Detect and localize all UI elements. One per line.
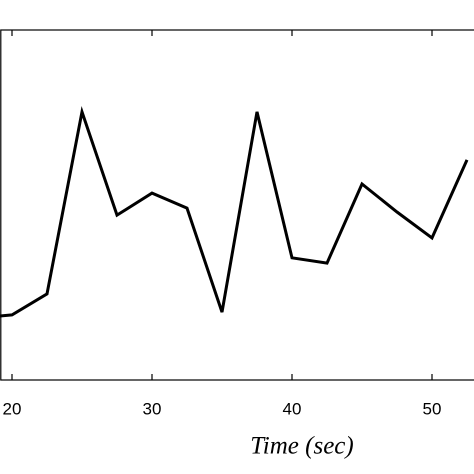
x-tick-label: 30 <box>143 399 162 418</box>
x-tick-label: 50 <box>423 399 442 418</box>
x-tick-label: 40 <box>283 399 302 418</box>
x-tick-label: 20 <box>3 399 22 418</box>
plot-frame <box>0 29 474 381</box>
x-axis-label: Time (sec) <box>250 433 353 460</box>
data-line <box>0 106 469 318</box>
